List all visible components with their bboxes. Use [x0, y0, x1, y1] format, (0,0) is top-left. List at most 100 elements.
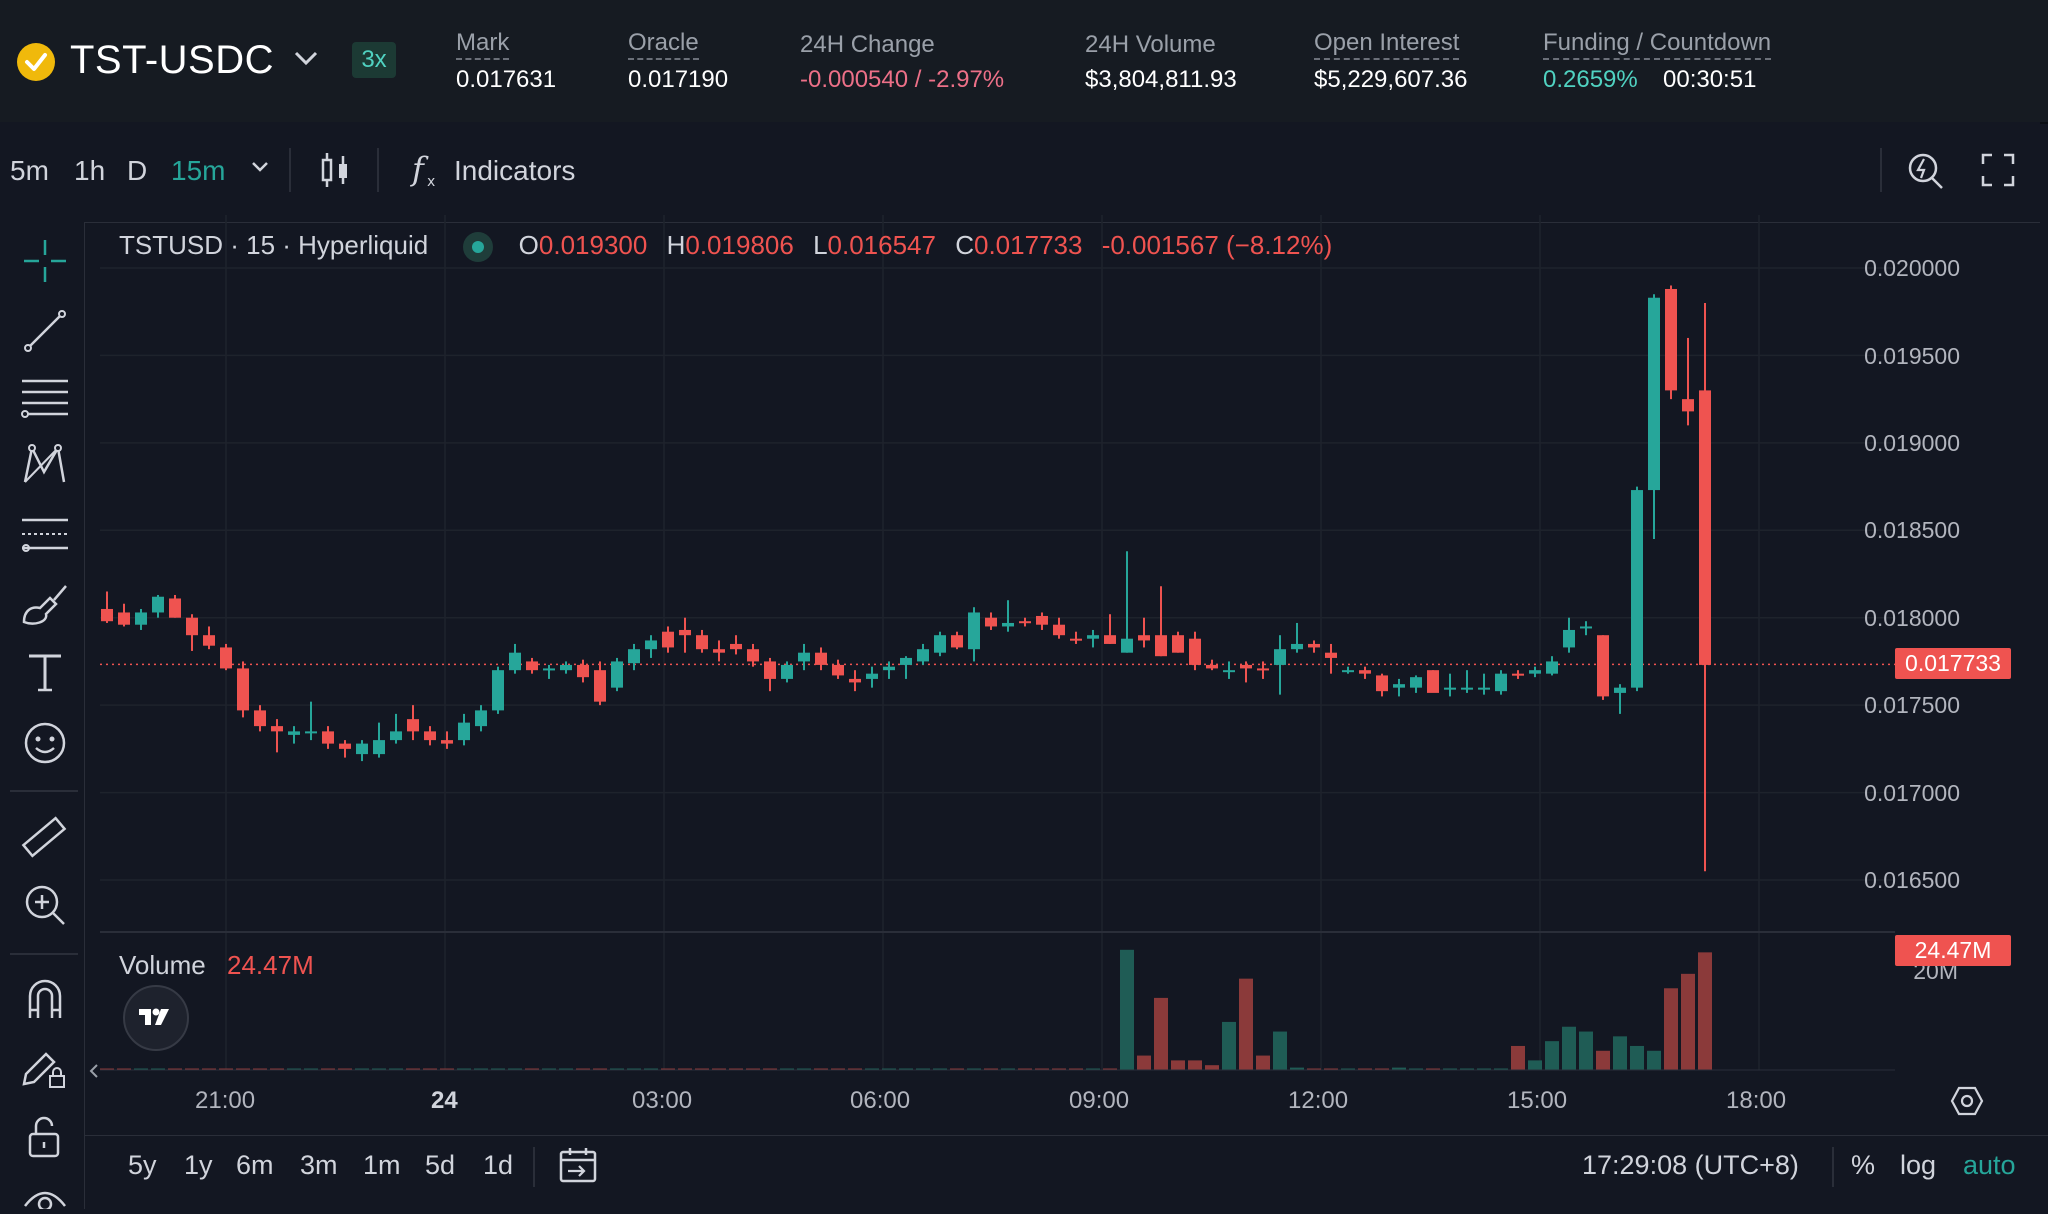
ruler-icon[interactable]	[20, 814, 68, 865]
snapshot-icon[interactable]	[1905, 148, 1945, 197]
candle-body	[713, 649, 725, 653]
candle-body	[1444, 687, 1456, 690]
volume-bar	[593, 1068, 607, 1070]
volume-bar	[117, 1068, 131, 1070]
candle-body	[1546, 661, 1558, 674]
eye-icon[interactable]	[22, 1184, 68, 1214]
zoom-in-icon[interactable]	[22, 882, 68, 933]
bottom-divider	[533, 1147, 535, 1187]
volume-bar	[865, 1068, 879, 1070]
scroll-left-chevron-icon[interactable]	[88, 1062, 100, 1085]
tradingview-logo[interactable]	[123, 985, 189, 1051]
crosshair-icon[interactable]	[22, 238, 68, 289]
price-tick: 0.019500	[1864, 343, 1960, 369]
volume-bar	[1460, 1068, 1474, 1070]
volume-bar	[1290, 1067, 1304, 1070]
volume-bar	[355, 1068, 369, 1070]
volume-legend-value: 24.47M	[227, 950, 314, 980]
auto-scale-toggle[interactable]: auto	[1963, 1150, 2016, 1180]
leverage-badge[interactable]: 3x	[352, 42, 396, 78]
range-5y[interactable]: 5y	[128, 1150, 157, 1180]
prediction-icon[interactable]	[20, 512, 70, 563]
chart-settings-gear-icon[interactable]	[1950, 1084, 1984, 1123]
trend-line-icon[interactable]	[22, 308, 68, 359]
volume-bar	[236, 1068, 250, 1070]
goto-date-icon[interactable]	[558, 1145, 598, 1190]
candle-body	[1699, 390, 1711, 665]
candle-type-icon[interactable]	[318, 150, 352, 195]
timeframe-15m[interactable]: 15m	[171, 155, 226, 186]
candle-body	[186, 617, 198, 636]
candle-body	[492, 670, 504, 711]
emoji-icon[interactable]	[22, 720, 68, 771]
time-tick: 03:00	[632, 1087, 693, 1114]
oracle-value: 0.017190	[628, 66, 729, 93]
timeframe-1h[interactable]: 1h	[74, 155, 106, 186]
timeframe-d[interactable]: D	[127, 155, 148, 186]
market-status-dot	[463, 232, 494, 263]
volume-bar	[1664, 988, 1678, 1070]
fullscreen-icon[interactable]	[1980, 152, 2016, 193]
candle-body	[679, 629, 691, 636]
range-6m[interactable]: 6m	[236, 1150, 274, 1180]
funding-countdown: 00:30:51	[1663, 66, 1757, 93]
volume-bar	[1103, 1068, 1117, 1070]
volume-bar	[1273, 1031, 1287, 1070]
pattern-icon[interactable]	[20, 442, 68, 493]
candle-body	[1648, 297, 1660, 491]
volume-bar	[950, 1068, 964, 1070]
symbol-selector[interactable]: TST-USDC	[70, 38, 274, 82]
volume-bar	[1409, 1068, 1423, 1070]
range-1m[interactable]: 1m	[363, 1150, 401, 1180]
candle-body	[1138, 635, 1150, 641]
indicators-button[interactable]: Indicators	[454, 155, 576, 186]
chevron-down-icon[interactable]	[292, 48, 320, 73]
candle-body	[424, 731, 436, 741]
candle-body	[985, 617, 997, 627]
lock-drawing-icon[interactable]	[20, 1044, 68, 1095]
candle-body	[1410, 677, 1422, 688]
verified-check-icon	[17, 43, 55, 81]
timeframe-5m[interactable]: 5m	[10, 155, 49, 186]
percent-scale-toggle[interactable]: %	[1851, 1150, 1876, 1180]
drawing-tools-rail	[0, 222, 85, 1209]
price-tick: 0.018000	[1864, 605, 1960, 631]
volume-bar	[168, 1068, 182, 1070]
candle-body	[1359, 670, 1371, 674]
range-1d[interactable]: 1d	[483, 1150, 514, 1180]
volume-bar	[1494, 1068, 1508, 1070]
timeframe-chevron-down-icon[interactable]	[250, 160, 270, 179]
volume-bar	[134, 1068, 148, 1070]
candle-body	[1512, 673, 1524, 676]
volume-bar	[1647, 1050, 1661, 1070]
price-tick: 0.020000	[1864, 255, 1960, 281]
volume-bar	[610, 1068, 624, 1070]
candle-body	[441, 740, 453, 744]
fib-lines-icon[interactable]	[20, 375, 70, 426]
candle-body	[356, 743, 368, 755]
volume-bar	[474, 1068, 488, 1070]
volume-bar	[338, 1068, 352, 1070]
candle-body	[1529, 670, 1541, 674]
candle-body	[1427, 670, 1439, 693]
text-icon[interactable]	[24, 650, 66, 701]
unlock-icon[interactable]	[24, 1114, 66, 1165]
volume-bar	[1171, 1060, 1185, 1070]
range-1y[interactable]: 1y	[184, 1150, 213, 1180]
magnet-icon[interactable]	[22, 976, 68, 1027]
log-scale-toggle[interactable]: log	[1900, 1150, 1937, 1180]
brush-icon[interactable]	[20, 582, 70, 633]
range-5d[interactable]: 5d	[425, 1150, 456, 1180]
chart-clock[interactable]: 17:29:08 (UTC+8)	[1582, 1150, 1799, 1180]
candle-body	[1257, 668, 1269, 671]
candle-body	[696, 635, 708, 650]
candle-body	[951, 635, 963, 648]
volume-bar	[423, 1068, 437, 1070]
legend-high-label: H	[666, 230, 686, 260]
range-3m[interactable]: 3m	[300, 1150, 338, 1180]
volume-bar	[576, 1068, 590, 1070]
volume-bar	[729, 1068, 743, 1070]
volume-bar	[1324, 1068, 1338, 1070]
price-chart[interactable]	[100, 215, 1895, 1100]
